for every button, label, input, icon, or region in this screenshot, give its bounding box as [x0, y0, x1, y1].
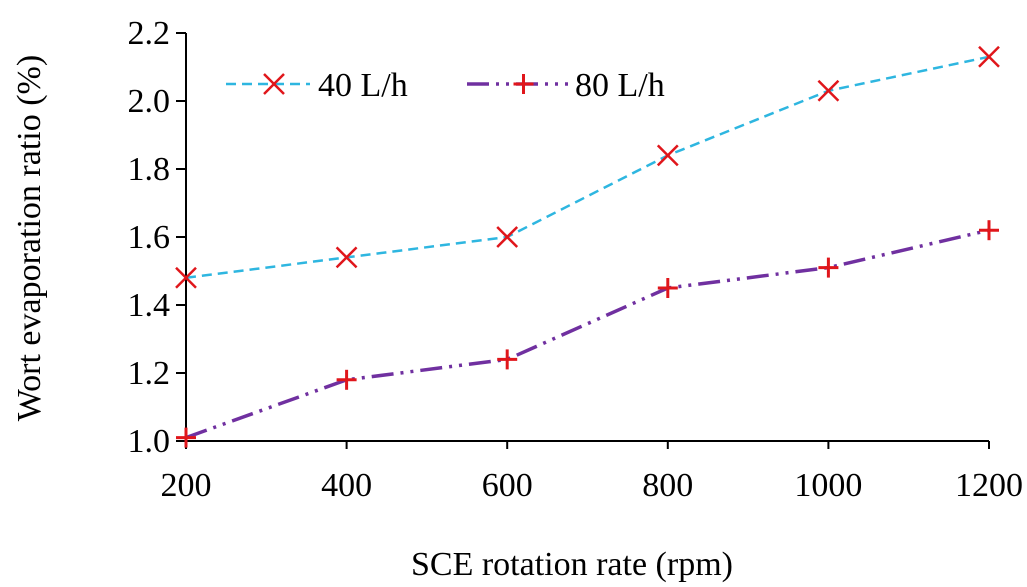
x-tick-label: 1000 — [794, 467, 862, 504]
data-point — [979, 220, 999, 241]
legend-label: 80 L/h — [575, 67, 665, 104]
y-tick-label: 1.4 — [128, 287, 171, 324]
x-axis-title: SCE rotation rate (rpm) — [411, 546, 733, 583]
series-2 — [176, 220, 999, 448]
y-tick-label: 1.8 — [128, 151, 171, 188]
data-point — [496, 226, 519, 248]
legend: 40 L/h 80 L/h — [226, 67, 665, 104]
y-tick-label: 1.2 — [128, 355, 171, 392]
series-line — [185, 228, 990, 440]
legend-entry: 40 L/h — [226, 67, 408, 104]
data-point — [978, 45, 1000, 68]
legend-marker — [263, 73, 285, 95]
y-axis-title: Wort evaporation ratio (%) — [11, 55, 48, 421]
legend-label: 40 L/h — [318, 67, 408, 104]
data-point — [336, 369, 357, 390]
series-line — [185, 55, 990, 280]
data-point — [817, 79, 840, 102]
y-tick-label: 1.6 — [128, 219, 171, 256]
y-tick-label: 2.0 — [128, 83, 171, 120]
legend-marker — [513, 74, 534, 94]
series-layer — [175, 45, 1000, 448]
x-tick-label: 800 — [642, 467, 693, 504]
y-tick-label: 2.2 — [128, 15, 171, 52]
data-point — [656, 144, 679, 167]
series-1 — [175, 45, 1000, 289]
axes: 1.0 1.2 1.4 1.6 1.8 2.0 2.2 200 400 600 800 1000 120… — [128, 15, 1024, 504]
legend-entry: 80 L/h — [467, 67, 665, 104]
data-point — [818, 257, 839, 278]
data-point — [176, 427, 196, 448]
data-point — [335, 246, 358, 269]
x-tick-label: 400 — [321, 467, 372, 504]
x-tick-label: 600 — [482, 467, 533, 504]
y-tick-label: 1.0 — [128, 423, 171, 460]
x-tick-label: 1200 — [955, 467, 1023, 504]
x-tick-label: 200 — [161, 467, 212, 504]
data-point — [175, 266, 197, 289]
data-point — [657, 278, 678, 298]
data-point — [497, 349, 518, 370]
